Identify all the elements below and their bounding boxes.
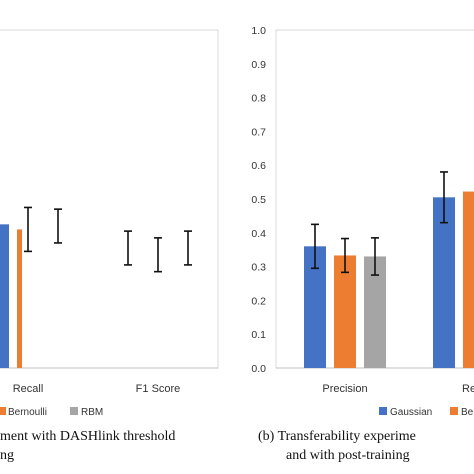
right-chart: 0.0 0.1 0.2 0.3 0.4 0.5 0.6 0.7 0.8 0.9 1.0 Precisi… [251,25,474,418]
y-tick-label: 0.3 [251,262,266,274]
bar-2-0 [364,256,386,368]
bar-1-0 [334,255,356,368]
y-tick-label: 1.0 [251,25,266,37]
legend-swatch [70,407,78,415]
left-caption-line-1: ment with DASHlink threshold [0,429,176,444]
y-tick-label: 0.6 [251,160,266,172]
x-tick-label: Precision [322,383,367,395]
x-tick-label: Recall [13,383,44,395]
x-tick-label: F1 Score [136,383,181,395]
right-caption-line-1: (b) Transferability experime [258,429,416,444]
y-tick-label: 0.8 [251,93,266,105]
legend-swatch [0,407,6,415]
bar-0-0 [304,246,326,368]
right-caption-line-2: and with post-training [286,448,410,463]
bar-bernoulli-0 [17,229,22,368]
y-tick-label: 0.4 [251,228,266,240]
left-caption-line-2: ng [0,448,14,463]
y-tick-label: 0.7 [251,126,266,138]
legend-swatch [379,407,387,415]
legend-label: Be [461,407,474,418]
y-tick-label: 0.0 [251,363,266,375]
bar-1-1 [463,191,474,368]
bar-0-1 [433,197,455,368]
y-tick-label: 0.1 [251,329,266,341]
legend-label: RBM [81,407,103,418]
y-tick-label: 0.5 [251,194,266,206]
bar-gaussian-0 [0,224,9,368]
x-tick-label: Re [462,383,474,395]
y-tick-label: 0.2 [251,295,266,307]
legend-label: Bernoulli [8,407,47,418]
y-tick-label: 0.9 [251,59,266,71]
legend-label: Gaussian [390,407,432,418]
left-chart: Recall F1 Score Bernoulli RBM [0,29,219,418]
legend-swatch [450,407,458,415]
plot-frame [0,29,219,369]
